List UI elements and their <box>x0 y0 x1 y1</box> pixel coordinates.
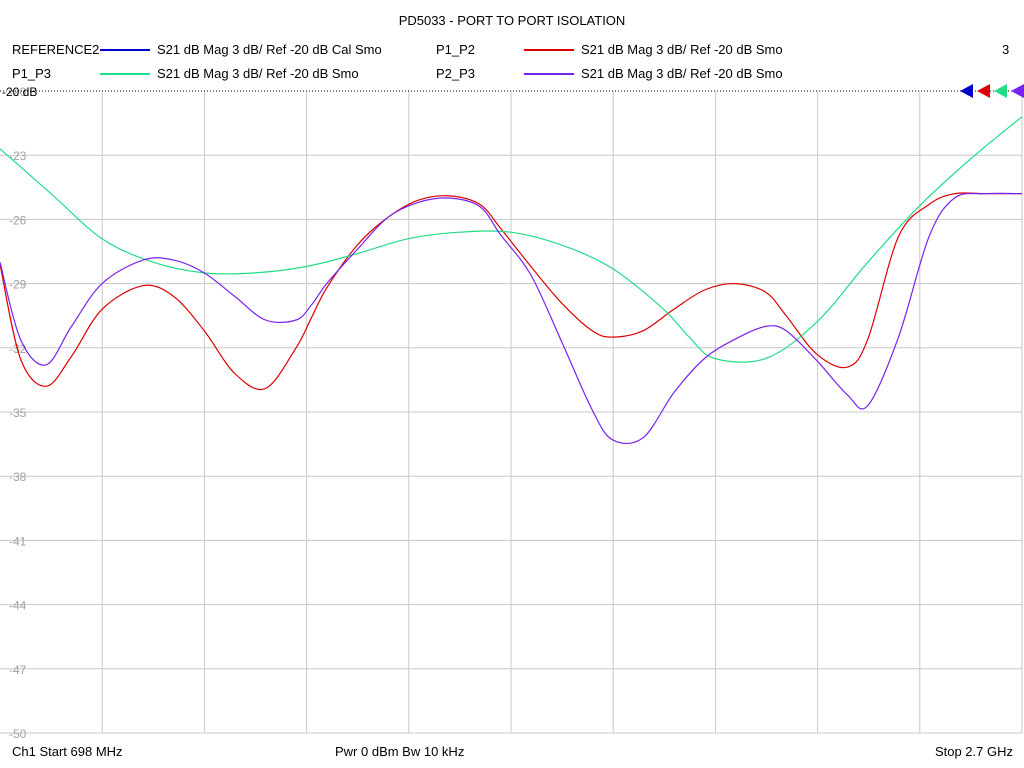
y-tick-label: -47 <box>9 663 27 677</box>
y-tick-label: -44 <box>9 599 27 613</box>
chart-title: PD5033 - PORT TO PORT ISOLATION <box>398 13 626 28</box>
y-tick-label: -38 <box>9 470 27 484</box>
legend-desc-p1-p3: S21 dB Mag 3 dB/ Ref -20 dB Smo <box>157 66 359 81</box>
reference-marker <box>977 84 990 98</box>
reference-marker <box>1011 84 1024 98</box>
legend-name-p1-p3: P1_P3 <box>12 66 52 81</box>
y-tick-labels: -20-23-26-29-32-35-38-41-44-47-50 <box>9 85 27 741</box>
reference-marker <box>994 84 1007 98</box>
y-tick-label: -29 <box>9 278 27 292</box>
legend-name-reference2: REFERENCE2 <box>12 42 100 57</box>
trace-count: 3 <box>1002 42 1010 57</box>
y-tick-label: -41 <box>9 534 27 548</box>
y-tick-label: -35 <box>9 406 27 420</box>
legend-name-p2-p3: P2_P3 <box>436 66 476 81</box>
grid <box>0 91 1023 734</box>
legend-name-p1-p2: P1_P2 <box>436 42 476 57</box>
legend-desc-reference2: S21 dB Mag 3 dB/ Ref -20 dB Cal Smo <box>157 42 382 57</box>
legend-swatch-p2-p3 <box>524 73 574 75</box>
legend-swatch-reference2 <box>100 49 150 51</box>
trace-p1-p3 <box>0 116 1023 363</box>
legend-swatch-p1-p3 <box>100 73 150 75</box>
legend-desc-p1-p2: S21 dB Mag 3 dB/ Ref -20 dB Smo <box>581 42 783 57</box>
y-tick-label: -50 <box>9 727 27 741</box>
trace-p1-p2 <box>0 192 1022 391</box>
y-tick-label: -20 <box>9 85 27 99</box>
reference-label: -20 dB <box>2 85 37 99</box>
legend-desc-p2-p3: S21 dB Mag 3 dB/ Ref -20 dB Smo <box>581 66 783 81</box>
stop-frequency: Stop 2.7 GHz <box>934 744 1013 759</box>
y-tick-label: -23 <box>9 149 27 163</box>
legend-swatch-p1-p2 <box>524 49 574 51</box>
reference-markers <box>960 84 1024 98</box>
power-bandwidth: Pwr 0 dBm Bw 10 kHz <box>335 744 465 759</box>
traces <box>0 116 1023 445</box>
trace-p2-p3 <box>0 192 1023 445</box>
reference-marker <box>960 84 973 98</box>
y-tick-label: -26 <box>9 213 27 227</box>
start-frequency: Ch1 Start 698 MHz <box>12 744 123 759</box>
